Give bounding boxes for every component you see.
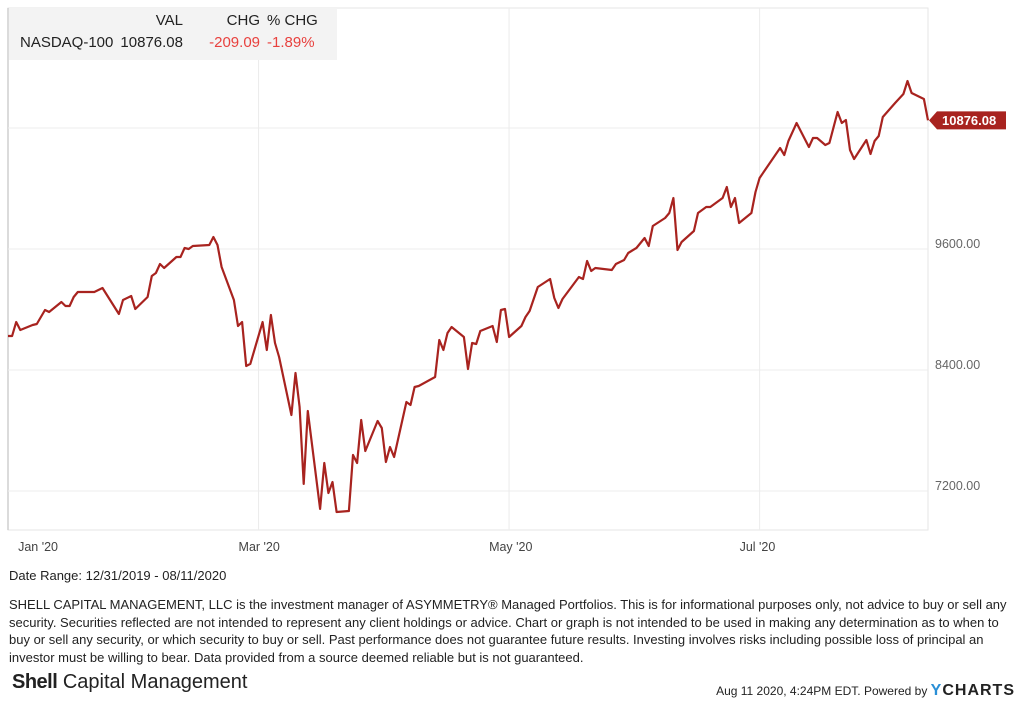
shell-capital-logo: Shell Capital Management <box>12 671 247 694</box>
header-pct-chg: % CHG <box>267 12 318 29</box>
y-tick-label: 7200.00 <box>935 479 980 493</box>
line-chart: Jan '20 Mar '20 May '20 Jul '20 7200.00 8400… <box>7 7 1006 554</box>
plot-area <box>7 7 929 531</box>
timestamp: Aug 11 2020, 4:24PM EDT. Powered by <box>716 684 931 698</box>
quote-legend: VAL CHG % CHG NASDAQ-100 10876.08 -209.0… <box>9 8 337 60</box>
series-change: -209.09 <box>209 34 260 51</box>
logo-rest: Capital Management <box>57 671 248 693</box>
y-tick-label: 9600.00 <box>935 237 980 251</box>
date-range: Date Range: 12/31/2019 - 08/11/2020 <box>9 568 227 583</box>
ycharts-text: CHARTS <box>942 682 1015 699</box>
x-tick-label: Mar '20 <box>239 540 280 554</box>
header-val: VAL <box>155 12 183 29</box>
series-value: 10876.08 <box>120 34 183 51</box>
disclaimer: SHELL CAPITAL MANAGEMENT, LLC is the inv… <box>9 597 1007 665</box>
logo-bold: Shell <box>12 671 58 693</box>
ycharts-logo[interactable]: YCHARTS <box>931 682 1015 699</box>
last-value-label: 10876.08 <box>942 113 996 128</box>
y-tick-label: 8400.00 <box>935 358 980 372</box>
last-value-tag: 10876.08 <box>929 111 1006 130</box>
x-tick-label: Jan '20 <box>18 540 58 554</box>
footer-timestamp: Aug 11 2020, 4:24PM EDT. Powered by YCHA… <box>716 682 1015 700</box>
x-tick-label: Jul '20 <box>740 540 776 554</box>
series-name: NASDAQ-100 <box>20 34 114 51</box>
series-pct-change: -1.89% <box>267 34 315 51</box>
ycharts-y: Y <box>930 682 943 699</box>
x-tick-label: May '20 <box>489 540 532 554</box>
header-chg: CHG <box>226 12 260 29</box>
nasdaq-100-series-line <box>8 79 930 514</box>
